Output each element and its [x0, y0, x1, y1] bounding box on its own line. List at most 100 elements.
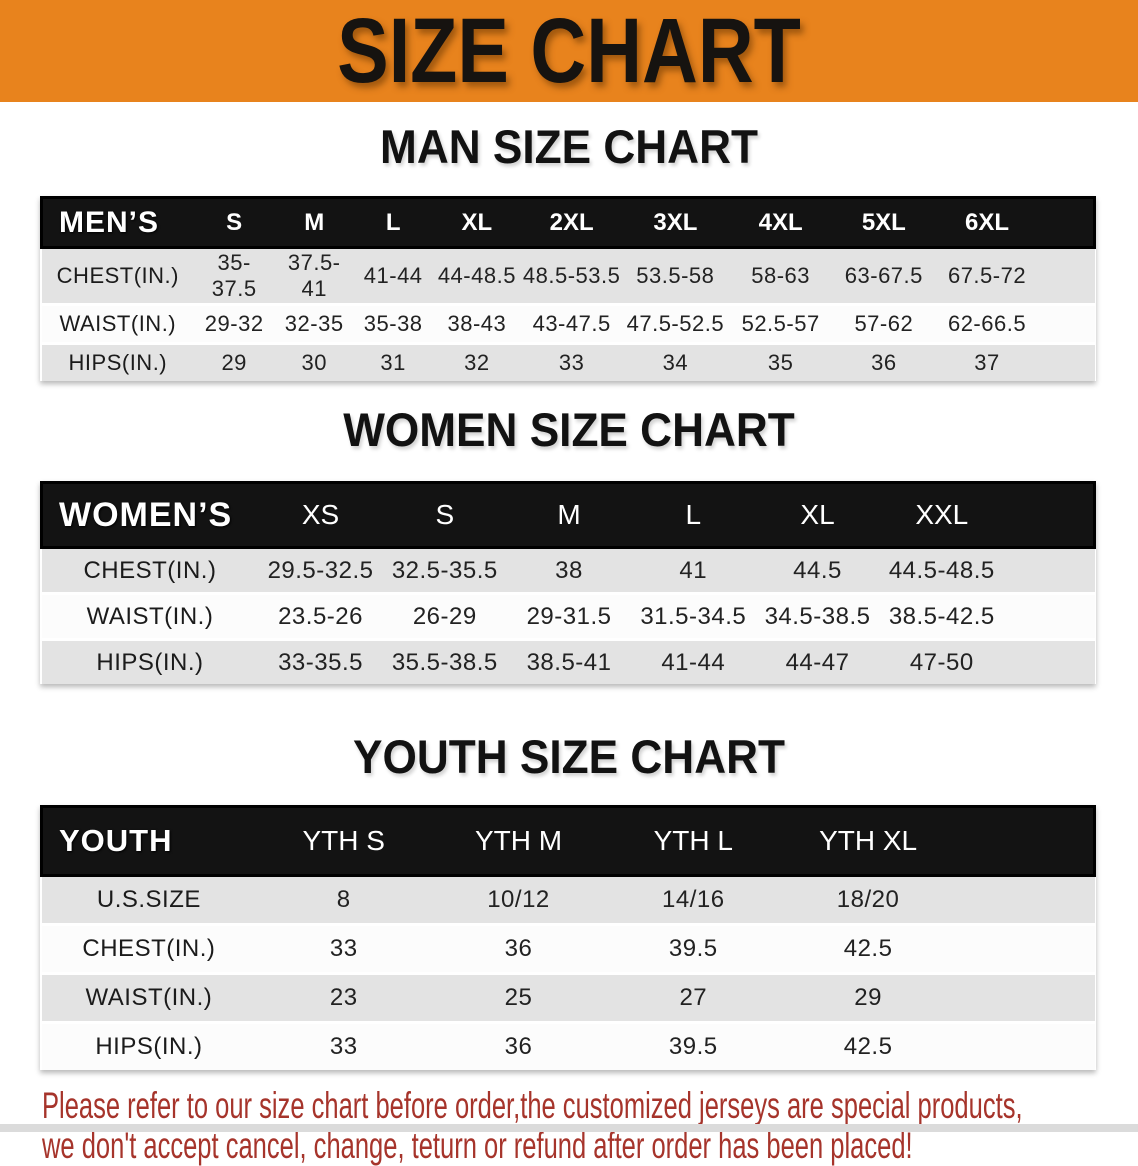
corner-label: MEN’S — [41, 197, 195, 248]
disclaimer-line-1: Please refer to our size chart before or… — [42, 1085, 1023, 1126]
men-size-table: MEN’S S M L XL 2XL 3XL 4XL 5XL 6XL CHEST(IN.) 35-37… — [40, 196, 1096, 381]
filler-cell — [1038, 197, 1095, 248]
size-value-cell: 31.5-34.5 — [640, 602, 747, 630]
row-label: WAIST(IN.) — [59, 311, 177, 336]
size-value-cell: 41-44 — [363, 263, 423, 288]
size-value-cell: 36 — [504, 935, 533, 962]
disclaimer-line-2: we don't accept cancel, change, teturn o… — [42, 1125, 913, 1166]
size-value-cell: 37.5-41 — [287, 250, 341, 301]
column-header: XS — [258, 482, 383, 548]
filler-cell — [955, 1023, 1094, 1071]
size-value-cell: 33 — [329, 935, 358, 962]
table-row: CHEST(IN.) 35-37.5 37.5-41 41-44 44-48.5 48.5… — [41, 247, 1095, 305]
column-header: XL — [755, 482, 880, 548]
size-value-cell: 32-35 — [284, 311, 344, 336]
size-value-cell: 53.5-58 — [636, 263, 715, 288]
size-value-cell: 29.5-32.5 — [267, 556, 374, 584]
row-label: WAIST(IN.) — [86, 602, 214, 630]
row-label: CHEST(IN.) — [56, 263, 179, 288]
table-row: HIPS(IN.) 29 30 31 32 33 34 35 36 37 — [41, 343, 1095, 382]
women-section-heading: WOMEN SIZE CHART — [343, 403, 795, 456]
column-header: 5XL — [832, 197, 936, 248]
column-header: YTH S — [256, 806, 432, 876]
size-value-cell: 39.5 — [668, 1033, 718, 1060]
table-row: HIPS(IN.) 33-35.5 35.5-38.5 38.5-41 41-44 44-… — [41, 639, 1095, 685]
column-header: S — [382, 482, 507, 548]
filler-cell — [1039, 248, 1095, 305]
size-table: WOMEN’S XS S M L XL XXL CHEST(IN.) 29.5-32.5 32.5… — [40, 481, 1096, 684]
size-value-cell: 41 — [679, 556, 708, 584]
column-header: YTH XL — [780, 806, 956, 876]
size-value-cell: 38.5-41 — [526, 648, 612, 676]
size-value-cell: 42.5 — [843, 1033, 893, 1060]
column-header: M — [274, 197, 355, 248]
table-row: WAIST(IN.) 23.5-26 26-29 29-31.5 31.5-34.5 34… — [41, 593, 1095, 640]
table-row: WAIST(IN.) 29-32 32-35 35-38 38-43 43-47.5 47.… — [41, 304, 1095, 344]
size-value-cell: 8 — [336, 886, 351, 913]
size-value-cell: 35-37.5 — [211, 250, 257, 301]
size-value-cell: 38 — [555, 556, 583, 584]
table-row: WAIST(IN.) 23 25 27 29 — [41, 973, 1095, 1023]
filler-cell — [955, 806, 1095, 876]
size-value-cell: 29-31.5 — [526, 602, 612, 630]
youth-section-heading: YOUTH SIZE CHART — [353, 730, 785, 783]
size-value-cell: 42.5 — [843, 935, 893, 962]
column-header: 6XL — [935, 197, 1039, 248]
size-table: MEN’S S M L XL 2XL 3XL 4XL 5XL 6XL CHEST(IN.) 35-37… — [40, 196, 1096, 381]
youth-size-table: YOUTH YTH S YTH M YTH L YTH XL U.S.SIZE 8 10/12… — [40, 805, 1096, 1070]
column-header: 4XL — [729, 197, 833, 248]
size-value-cell: 35.5-38.5 — [391, 648, 498, 676]
size-value-cell: 33 — [329, 1033, 358, 1060]
row-label: HIPS(IN.) — [96, 648, 204, 676]
size-value-cell: 36 — [871, 350, 897, 375]
column-header: S — [194, 197, 275, 248]
column-header: L — [354, 197, 433, 248]
filler-cell — [955, 876, 1094, 925]
filler-cell — [1004, 594, 1095, 640]
size-value-cell: 26-29 — [412, 602, 477, 630]
size-value-cell: 23 — [329, 984, 358, 1011]
filler-cell — [1039, 344, 1095, 382]
size-value-cell: 67.5-72 — [947, 263, 1027, 288]
size-value-cell: 32.5-35.5 — [391, 556, 498, 584]
size-value-cell: 38.5-42.5 — [888, 602, 995, 630]
filler-cell — [1039, 305, 1095, 344]
size-value-cell: 41-44 — [661, 648, 726, 676]
size-value-cell: 29 — [854, 984, 882, 1011]
size-value-cell: 57-62 — [854, 311, 914, 336]
row-label: HIPS(IN.) — [95, 1033, 203, 1060]
column-header: YTH M — [431, 806, 606, 876]
header-row: MEN’S S M L XL 2XL 3XL 4XL 5XL 6XL — [41, 197, 1095, 248]
table-row: U.S.SIZE 8 10/12 14/16 18/20 — [41, 875, 1095, 925]
filler-cell — [1004, 640, 1095, 685]
corner-label: WOMEN’S — [41, 482, 259, 548]
size-value-cell: 18/20 — [836, 886, 900, 913]
column-header: XL — [432, 197, 522, 248]
size-value-cell: 37 — [974, 350, 1000, 375]
size-value-cell: 44-47 — [785, 648, 850, 676]
size-value-cell: 35-38 — [363, 311, 423, 336]
size-value-cell: 47.5-52.5 — [626, 311, 725, 336]
column-header: M — [506, 482, 632, 548]
size-value-cell: 58-63 — [751, 263, 811, 288]
size-value-cell: 36 — [504, 1033, 533, 1060]
size-value-cell: 52.5-57 — [741, 311, 820, 336]
size-value-cell: 29-32 — [204, 311, 264, 336]
filler-cell — [955, 925, 1094, 974]
column-header: 3XL — [621, 197, 730, 248]
size-value-cell: 48.5-53.5 — [522, 263, 621, 288]
column-header: XXL — [879, 482, 1004, 548]
size-value-cell: 33 — [558, 350, 585, 375]
row-label: HIPS(IN.) — [68, 350, 168, 375]
size-value-cell: 62-66.5 — [947, 311, 1027, 336]
banner-title: SIZE CHART — [337, 0, 801, 102]
banner: SIZE CHART — [0, 0, 1138, 102]
size-table: YOUTH YTH S YTH M YTH L YTH XL U.S.SIZE 8 10/12… — [40, 805, 1096, 1070]
row-label: CHEST(IN.) — [83, 556, 217, 584]
size-value-cell: 31 — [380, 350, 406, 375]
size-value-cell: 44.5-48.5 — [888, 556, 995, 584]
filler-cell — [1004, 548, 1095, 594]
size-value-cell: 29 — [221, 350, 247, 375]
column-header: 2XL — [521, 197, 622, 248]
